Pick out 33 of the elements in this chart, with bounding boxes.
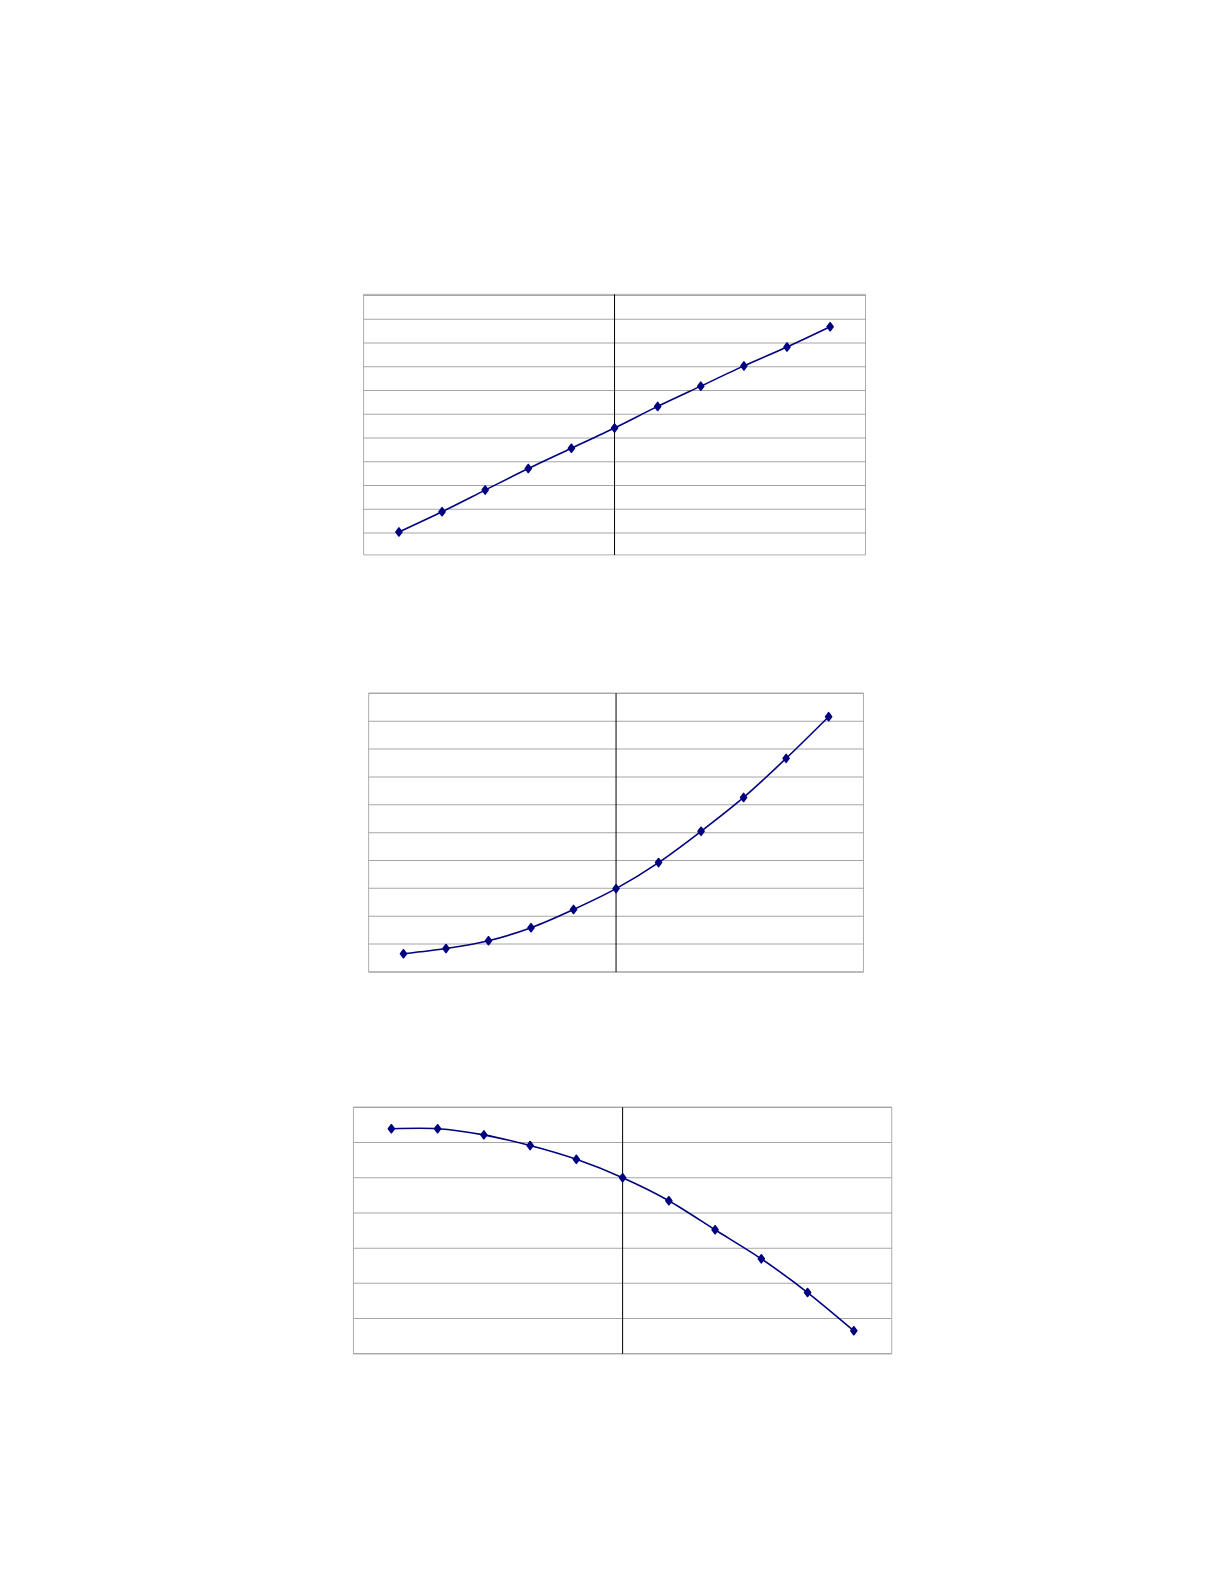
point: [610, 423, 619, 433]
point: [654, 857, 663, 868]
point: [438, 506, 446, 517]
point: [526, 1140, 534, 1151]
point: [569, 904, 578, 915]
point: [757, 1254, 766, 1264]
point: [739, 792, 748, 803]
point: [480, 1130, 488, 1140]
point: [711, 1224, 719, 1235]
point: [618, 1172, 627, 1183]
point: [395, 527, 403, 537]
point: [782, 753, 790, 764]
point: [524, 463, 533, 474]
point: [527, 922, 535, 933]
point: [484, 935, 493, 946]
point: [826, 321, 834, 332]
point: [612, 883, 620, 894]
point: [665, 1195, 673, 1206]
point: [803, 1287, 812, 1298]
point: [653, 401, 662, 412]
point: [399, 948, 408, 959]
point: [387, 1123, 396, 1134]
point: [572, 1154, 581, 1165]
point: [481, 485, 489, 495]
point: [783, 342, 791, 352]
point: [696, 381, 705, 391]
point: [567, 443, 576, 454]
point: [442, 943, 450, 954]
point: [433, 1123, 442, 1134]
point: [740, 361, 748, 371]
point: [697, 826, 705, 837]
point: [850, 1325, 858, 1336]
point: [824, 711, 833, 722]
